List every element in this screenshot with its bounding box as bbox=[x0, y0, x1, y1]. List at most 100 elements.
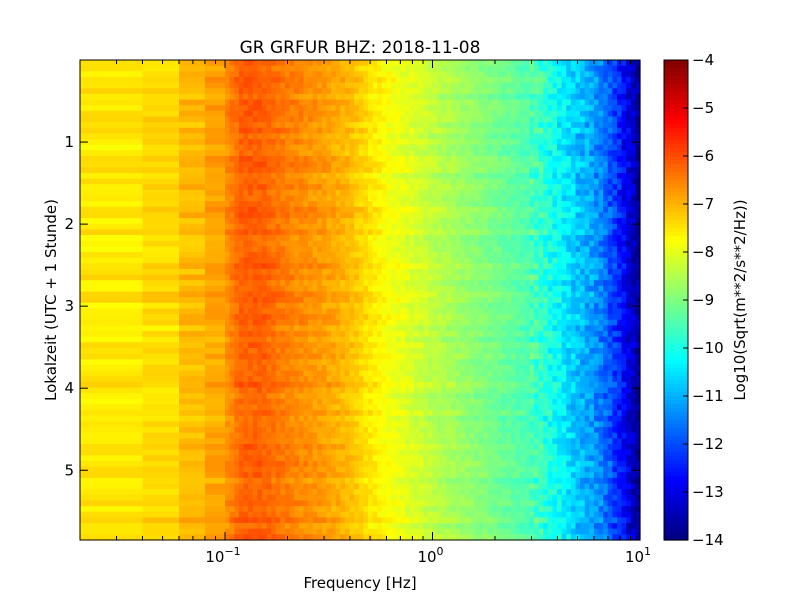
heatmap-cell bbox=[234, 319, 240, 327]
heatmap-cell bbox=[506, 302, 512, 310]
heatmap-cell bbox=[630, 122, 636, 129]
heatmap-cell bbox=[367, 314, 374, 321]
heatmap-cell bbox=[179, 76, 206, 84]
heatmap-cell bbox=[409, 342, 415, 349]
heatmap-cell bbox=[367, 60, 374, 67]
heatmap-cell bbox=[317, 71, 323, 78]
heatmap-cell bbox=[570, 172, 577, 180]
heatmap-cell bbox=[561, 88, 567, 95]
heatmap-cell bbox=[437, 314, 443, 321]
heatmap-cell bbox=[483, 144, 489, 151]
heatmap-cell bbox=[377, 223, 383, 231]
heatmap-cell bbox=[478, 263, 484, 270]
heatmap-cell bbox=[437, 105, 443, 112]
heatmap-cell bbox=[271, 212, 277, 219]
heatmap-cell bbox=[423, 195, 429, 202]
heatmap-cell bbox=[271, 201, 277, 208]
heatmap-cell bbox=[561, 127, 567, 135]
heatmap-cell bbox=[335, 156, 341, 163]
heatmap-cell bbox=[317, 122, 323, 129]
heatmap-cell bbox=[478, 172, 484, 180]
heatmap-cell bbox=[331, 263, 337, 270]
heatmap-cell bbox=[142, 314, 180, 321]
heatmap-cell bbox=[524, 331, 530, 338]
heatmap-cell bbox=[460, 116, 466, 123]
heatmap-cell bbox=[238, 314, 245, 321]
heatmap-cell bbox=[510, 116, 517, 123]
heatmap-cell bbox=[298, 60, 305, 67]
heatmap-cell bbox=[363, 201, 369, 208]
heatmap-cell bbox=[506, 71, 512, 78]
heatmap-cell bbox=[575, 297, 581, 304]
heatmap-cell bbox=[497, 99, 503, 106]
heatmap-cell bbox=[238, 71, 245, 78]
heatmap-cell bbox=[483, 212, 489, 219]
heatmap-cell bbox=[450, 161, 457, 168]
heatmap-cell bbox=[575, 167, 581, 174]
heatmap-cell bbox=[450, 206, 457, 214]
heatmap-cell bbox=[404, 161, 411, 168]
heatmap-cell bbox=[455, 302, 461, 310]
heatmap-cell bbox=[391, 156, 397, 163]
heatmap-cell bbox=[289, 88, 295, 95]
heatmap-cell bbox=[414, 280, 420, 287]
heatmap-cell bbox=[557, 240, 563, 247]
heatmap-cell bbox=[487, 99, 494, 106]
heatmap-cell bbox=[321, 195, 328, 202]
heatmap-cell bbox=[395, 110, 401, 118]
heatmap-cell bbox=[529, 246, 535, 253]
heatmap-cell bbox=[312, 223, 318, 231]
heatmap-cell bbox=[464, 201, 470, 208]
heatmap-cell bbox=[271, 133, 277, 140]
heatmap-cell bbox=[506, 105, 512, 112]
heatmap-cell bbox=[275, 144, 281, 151]
heatmap-cell bbox=[460, 71, 466, 78]
heatmap-cell bbox=[635, 319, 641, 327]
heatmap-cell bbox=[575, 201, 581, 208]
heatmap-cell bbox=[372, 150, 378, 157]
heatmap-cell bbox=[312, 297, 318, 304]
heatmap-cell bbox=[598, 274, 604, 281]
heatmap-cell bbox=[455, 280, 461, 287]
heatmap-cell bbox=[372, 331, 378, 338]
heatmap-cell bbox=[506, 88, 512, 95]
heatmap-cell bbox=[487, 319, 494, 327]
heatmap-cell bbox=[418, 156, 424, 163]
heatmap-cell bbox=[225, 195, 231, 202]
heatmap-cell bbox=[234, 139, 240, 146]
heatmap-cell bbox=[492, 257, 498, 264]
heatmap-cell bbox=[478, 133, 484, 140]
heatmap-cell bbox=[603, 240, 609, 247]
heatmap-cell bbox=[460, 88, 466, 95]
heatmap-cell bbox=[372, 280, 378, 287]
heatmap-cell bbox=[340, 88, 346, 95]
heatmap-cell bbox=[469, 122, 475, 129]
heatmap-cell bbox=[414, 263, 420, 270]
heatmap-cell bbox=[593, 178, 600, 185]
heatmap-cell bbox=[603, 285, 609, 293]
heatmap-cell bbox=[280, 314, 286, 321]
heatmap-cell bbox=[455, 122, 461, 129]
heatmap-cell bbox=[492, 229, 498, 236]
heatmap-cell bbox=[271, 161, 277, 168]
heatmap-cell bbox=[303, 257, 309, 264]
heatmap-cell bbox=[543, 150, 549, 157]
heatmap-cell bbox=[340, 156, 346, 163]
heatmap-cell bbox=[557, 325, 563, 332]
heatmap-cell bbox=[386, 336, 392, 343]
heatmap-cell bbox=[80, 291, 144, 298]
heatmap-cell bbox=[238, 99, 245, 106]
heatmap-cell bbox=[344, 150, 351, 157]
heatmap-cell bbox=[580, 178, 586, 185]
heatmap-cell bbox=[280, 144, 286, 151]
heatmap-cell bbox=[391, 167, 397, 174]
heatmap-cell bbox=[381, 314, 387, 321]
heatmap-cell bbox=[446, 172, 452, 180]
heatmap-cell bbox=[395, 252, 401, 259]
heatmap-cell bbox=[607, 336, 613, 343]
heatmap-cell bbox=[630, 280, 636, 287]
heatmap-cell bbox=[616, 144, 623, 151]
heatmap-cell bbox=[225, 60, 231, 67]
heatmap-cell bbox=[229, 302, 235, 310]
heatmap-cell bbox=[234, 240, 240, 247]
